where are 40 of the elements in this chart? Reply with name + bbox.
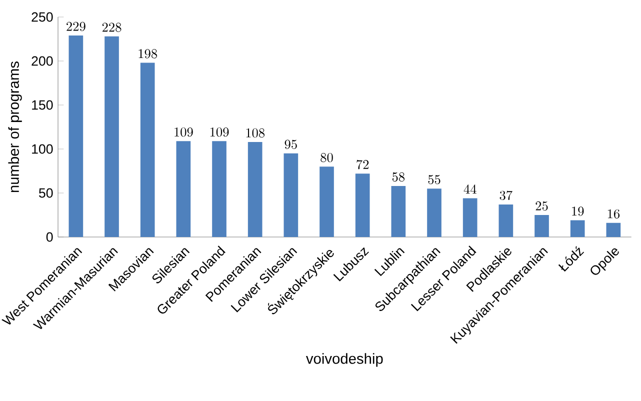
y-tick-label: 150: [32, 100, 53, 110]
data-label: 37: [500, 190, 512, 200]
bar: [355, 174, 370, 237]
bar: [391, 186, 406, 237]
bar: [68, 35, 84, 237]
data-label: 55: [428, 175, 440, 184]
data-label: 198: [138, 49, 158, 58]
y-axis-title: number of programs: [8, 62, 22, 192]
bar: [606, 222, 621, 237]
data-label: 58: [392, 172, 405, 182]
data-label: 228: [102, 22, 122, 32]
data-label: 19: [572, 206, 584, 216]
bar: [427, 188, 442, 237]
data-label: 80: [320, 153, 333, 162]
bar: [176, 141, 191, 237]
y-tick-label: 250: [32, 12, 53, 22]
x-axis-title: voivodeship: [306, 353, 383, 367]
data-label: 109: [210, 127, 229, 137]
bar: [284, 153, 298, 237]
data-label: 16: [608, 209, 620, 219]
data-label: 72: [356, 160, 369, 170]
bar: [498, 204, 514, 237]
data-label: 108: [246, 128, 265, 138]
bar: [140, 62, 155, 237]
bar: [462, 198, 478, 237]
data-label: 44: [464, 184, 476, 194]
data-label: 25: [536, 201, 548, 211]
data-label: 95: [284, 140, 297, 149]
y-tick-label: 50: [39, 188, 53, 198]
data-label: 109: [174, 127, 193, 137]
bar: [104, 36, 119, 237]
bar: [320, 166, 334, 237]
y-tick-label: 100: [32, 144, 53, 154]
bar: [534, 215, 549, 237]
bar: [570, 220, 585, 237]
y-tick-label: 200: [32, 56, 53, 66]
bar: [248, 142, 262, 237]
data-label: 229: [66, 22, 86, 32]
y-tick-label: 0: [46, 232, 53, 242]
bar: [212, 141, 226, 237]
